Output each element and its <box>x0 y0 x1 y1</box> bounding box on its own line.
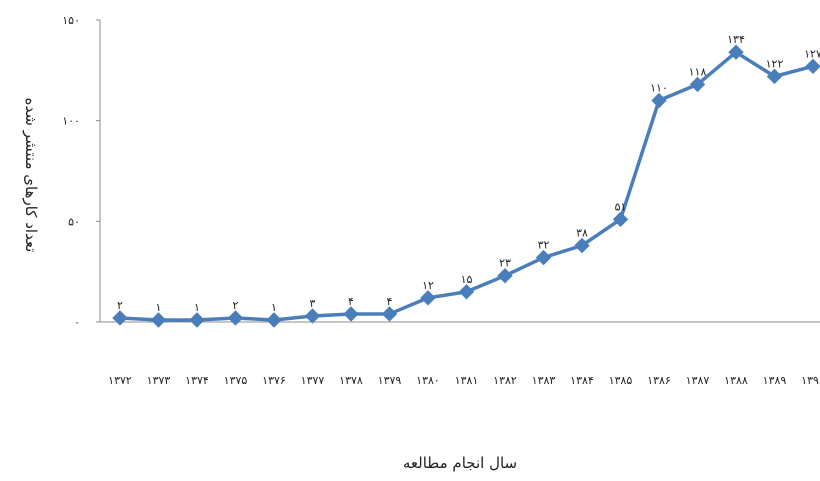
x-tick-label: ۱۳۷۵ <box>224 374 248 387</box>
data-point-marker <box>150 312 167 328</box>
data-label: ۱ <box>271 301 277 314</box>
x-tick-label: ۱۳۸۰ <box>416 374 440 387</box>
data-point-marker <box>458 284 475 300</box>
data-label: ۲ <box>233 299 239 312</box>
y-axis-title: تعداد کارهای منتشر شده <box>22 98 40 253</box>
data-point-marker <box>497 267 513 284</box>
y-tick-label: ۰ <box>74 316 80 329</box>
x-axis-title: سال انجام مطالعه <box>403 454 517 472</box>
x-tick-label: ۱۳۸۴ <box>570 374 594 387</box>
data-point-marker <box>112 310 128 326</box>
x-tick-label: ۱۳۸۵ <box>609 374 633 387</box>
x-tick-label: ۱۳۸۸ <box>724 374 748 387</box>
data-point-marker <box>420 290 436 306</box>
x-tick-label: ۱۳۸۱ <box>455 374 479 387</box>
data-label: ۴ <box>387 295 393 308</box>
x-tick-label: ۱۳۷۴ <box>185 374 209 387</box>
y-tick-label: ۵۰ <box>68 215 80 228</box>
data-point-marker <box>651 92 667 109</box>
data-point-marker <box>227 310 244 326</box>
data-label: ۱ <box>194 301 200 314</box>
data-label: ۱۲ <box>422 279 434 292</box>
data-label: ۱۳۴ <box>727 33 745 46</box>
x-tick-label: ۱۳۸۲ <box>493 374 517 387</box>
data-label: ۳ <box>310 297 316 310</box>
y-tick-label: ۱۰۰ <box>62 115 80 128</box>
data-label: ۳۲ <box>538 239 550 252</box>
data-label: ۱۱۰ <box>650 82 668 95</box>
data-markers <box>112 44 820 328</box>
data-point-marker <box>689 76 706 93</box>
data-point-marker <box>574 237 590 254</box>
data-label: ۱ <box>156 301 162 314</box>
x-tick-label: ۱۳۷۹ <box>378 374 402 387</box>
data-label: ۱۲۲ <box>766 57 784 70</box>
x-tick-label: ۱۳۷۲ <box>108 374 132 387</box>
x-tick-label: ۱۳۸۳ <box>532 374 556 387</box>
x-tick-label: ۱۳۸۹ <box>763 374 787 387</box>
x-axis-ticks: ۱۳۷۲ ۱۳۷۳ ۱۳۷۴ ۱۳۷۵ ۱۳۷۶ ۱۳۷۷ ۱۳۷۸ ۱۳۷۹ ۱۳۸۰ ۱۳۸۱… <box>108 374 820 387</box>
x-tick-label: ۱۳۷۸ <box>339 374 363 387</box>
data-label: ۱۵ <box>461 273 473 286</box>
data-label: ۳۸ <box>576 226 588 239</box>
x-tick-label: ۱۳۷۳ <box>147 374 171 387</box>
x-tick-label: ۱۳۸۶ <box>647 374 671 387</box>
data-point-marker <box>805 58 820 75</box>
data-point-marker <box>728 44 744 60</box>
data-point-marker <box>189 312 205 328</box>
y-tick-label: ۱۵۰ <box>62 14 80 27</box>
data-label: ۲ <box>117 299 123 312</box>
data-point-marker <box>343 306 359 322</box>
data-label: ۵۱ <box>615 200 627 213</box>
x-tick-label: ۱۳۹۰ <box>801 374 820 387</box>
data-label: ۱۲۷ <box>804 47 820 60</box>
data-label: ۴ <box>348 295 354 308</box>
data-point-marker <box>266 312 282 328</box>
x-tick-label: ۱۳۷۶ <box>262 374 286 387</box>
data-point-marker <box>535 249 552 266</box>
data-point-marker <box>304 308 321 324</box>
x-tick-label: ۱۳۸۷ <box>686 374 710 387</box>
x-tick-label: ۱۳۷۷ <box>301 374 325 387</box>
data-label: ۲۳ <box>499 257 511 270</box>
data-point-marker <box>766 68 783 85</box>
data-label: ۱۱۸ <box>689 65 707 78</box>
data-point-marker <box>612 211 629 228</box>
data-point-marker <box>381 306 398 322</box>
y-axis-ticks: ۰ ۵۰ ۱۰۰ ۱۵۰ <box>62 14 100 329</box>
